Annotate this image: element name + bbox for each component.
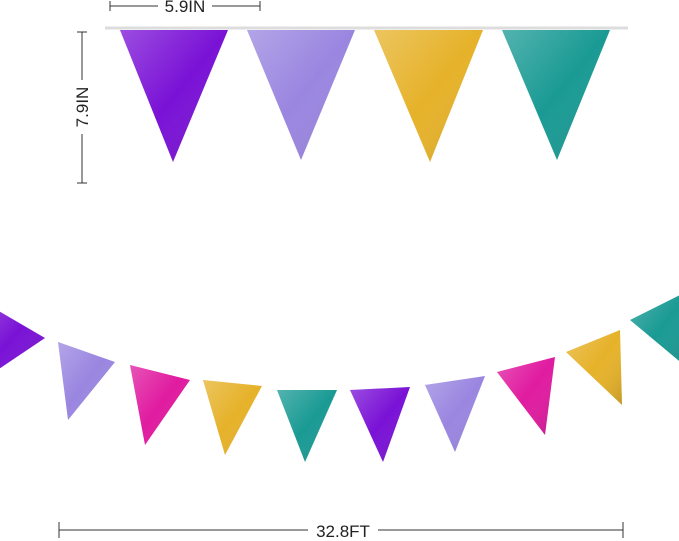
flag-teal <box>502 30 610 160</box>
bottom-flags <box>0 295 679 462</box>
flag-lavender <box>58 342 115 420</box>
flag-gold <box>203 380 262 455</box>
length-label: 32.8FT <box>316 522 370 541</box>
flag-purple <box>120 30 228 162</box>
flag-teal <box>277 390 337 462</box>
width-dimension: 5.9IN <box>109 0 261 16</box>
length-dimension: 32.8FT <box>58 520 624 541</box>
top-flags <box>120 30 610 162</box>
flag-magenta <box>497 357 555 435</box>
flag-purple <box>350 387 410 462</box>
height-label: 7.9IN <box>73 87 92 128</box>
flag-gold <box>374 30 483 162</box>
flag-lavender <box>425 376 485 452</box>
height-dimension: 7.9IN <box>73 31 92 184</box>
flag-gold <box>566 330 622 405</box>
flag-lavender <box>247 30 355 160</box>
width-label: 5.9IN <box>165 0 206 16</box>
flag-purple <box>0 311 45 369</box>
flag-magenta <box>130 365 190 445</box>
flag-teal <box>630 295 679 361</box>
